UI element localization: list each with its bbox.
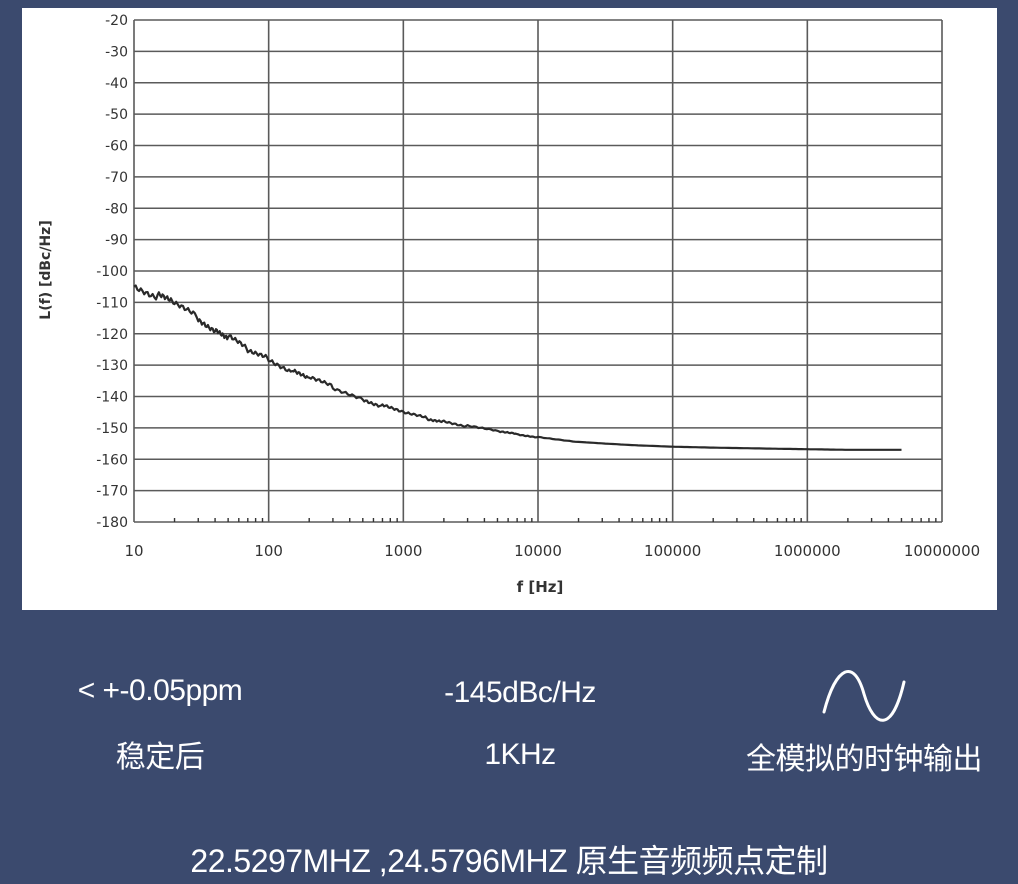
x-axis-label: f [Hz] <box>517 578 564 596</box>
stability-value: < +-0.05ppm <box>77 674 243 707</box>
y-tick-label: -110 <box>96 295 128 311</box>
minor-ticks <box>173 518 937 522</box>
y-tick-label: -120 <box>96 327 128 343</box>
y-tick-label: -140 <box>96 390 128 406</box>
y-tick-label: -30 <box>105 44 128 60</box>
noise-value: -145dBc/Hz <box>444 676 596 709</box>
y-tick-label: -70 <box>105 170 128 186</box>
y-tick-label: -50 <box>105 107 128 123</box>
grid-lines <box>133 19 943 523</box>
output-caption: 全模拟的时钟输出 <box>746 743 983 776</box>
y-tick-label: -40 <box>105 76 128 92</box>
x-tick-label: 10000000 <box>904 542 980 560</box>
stability-stat: < +-0.05ppm 稳定后 <box>40 674 280 776</box>
phase-noise-series-line <box>133 284 902 451</box>
y-tick-label: -130 <box>96 358 128 374</box>
stability-caption: 稳定后 <box>115 741 205 774</box>
x-tick-label: 1000 <box>384 542 422 560</box>
x-tick-label: 10000 <box>514 542 562 560</box>
series-group <box>133 284 902 451</box>
y-tick-label: -100 <box>96 264 128 280</box>
y-axis-label: L(f) [dBc/Hz] <box>38 220 54 319</box>
output-stat: 全模拟的时钟输出 <box>724 660 1004 778</box>
y-tick-label: -60 <box>105 139 128 155</box>
chart-panel: -20 -30 -40 -50 -60 -70 -80 -90 -100 -110 -120 -130… <box>22 8 997 610</box>
x-tick-labels: 10 100 1000 10000 100000 1000000 10000000 <box>124 542 980 560</box>
x-tick-label: 1000000 <box>774 542 841 560</box>
y-tick-label: -160 <box>96 452 128 468</box>
phase-noise-chart: -20 -30 -40 -50 -60 -70 -80 -90 -100 -110 -120 -130… <box>38 13 980 596</box>
noise-stat: -145dBc/Hz 1KHz <box>400 676 640 772</box>
x-tick-label: 100 <box>254 542 283 560</box>
y-tick-label: -80 <box>105 201 128 217</box>
x-tick-label: 10 <box>124 542 143 560</box>
y-tick-label: -150 <box>96 421 128 437</box>
y-tick-label: -180 <box>96 515 128 531</box>
noise-caption: 1KHz <box>484 738 556 771</box>
footer-text: 22.5297MHZ ,24.5796MHZ 原生音频频点定制 <box>190 843 828 879</box>
y-tick-label: -20 <box>105 13 128 29</box>
y-tick-labels: -20 -30 -40 -50 -60 -70 -80 -90 -100 -110 -120 -130… <box>96 13 128 531</box>
x-tick-label: 100000 <box>644 542 701 560</box>
y-tick-label: -170 <box>96 484 128 500</box>
sine-wave-icon <box>822 670 906 722</box>
y-tick-label: -90 <box>105 233 128 249</box>
